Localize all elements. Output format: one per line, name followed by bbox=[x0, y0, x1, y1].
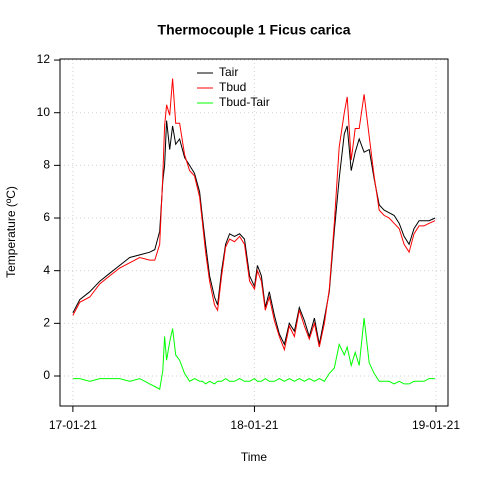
y-tick-label: 0 bbox=[43, 368, 50, 382]
x-tick-label: 17-01-21 bbox=[49, 418, 97, 432]
series-line bbox=[72, 78, 436, 352]
chart-title: Thermocouple 1 Ficus carica bbox=[158, 22, 351, 38]
x-tick-label: 18-01-21 bbox=[230, 418, 278, 432]
legend-label: Tbud bbox=[219, 80, 246, 94]
series-line bbox=[72, 120, 436, 346]
legend-label: Tair bbox=[219, 65, 238, 79]
x-tick-label: 19-01-21 bbox=[412, 418, 460, 432]
y-axis-label: Temperature (ºC) bbox=[4, 186, 18, 278]
y-tick-label: 12 bbox=[37, 52, 51, 66]
x-axis-label: Time bbox=[241, 450, 268, 464]
y-tick-label: 2 bbox=[43, 316, 50, 330]
y-tick-label: 10 bbox=[37, 105, 51, 119]
y-tick-label: 4 bbox=[43, 263, 50, 277]
y-tick-label: 6 bbox=[43, 210, 50, 224]
series-line bbox=[72, 318, 436, 390]
legend-label: Tbud-Tair bbox=[219, 95, 270, 109]
y-tick-label: 8 bbox=[43, 158, 50, 172]
plot-frame bbox=[59, 58, 449, 407]
